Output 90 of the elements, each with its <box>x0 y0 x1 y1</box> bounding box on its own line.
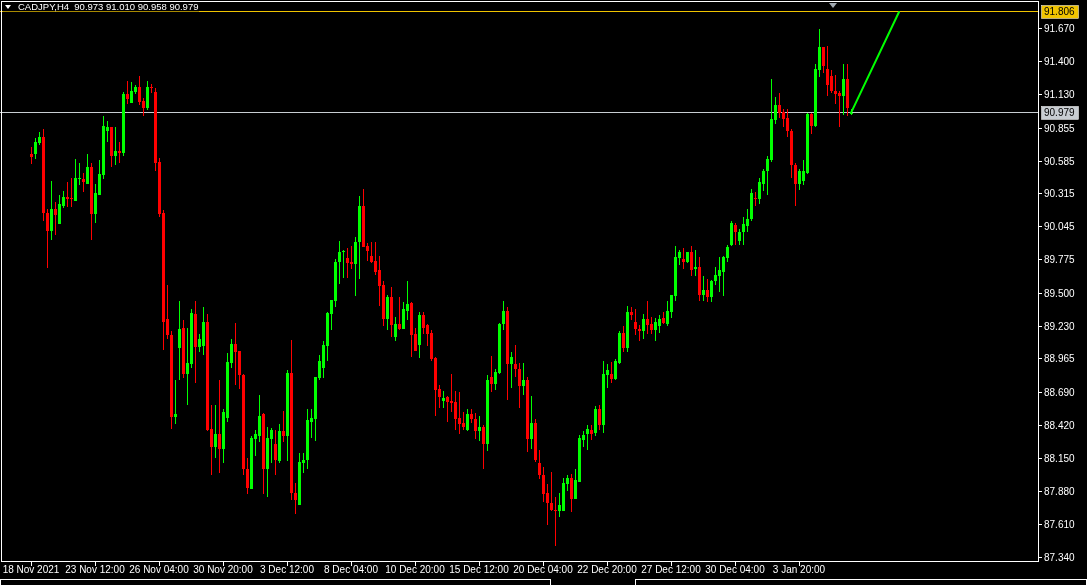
x-tick-label: 3 Dec 12:00 <box>260 564 315 575</box>
candlestick <box>729 220 733 247</box>
candlestick <box>49 180 53 241</box>
y-tick-label: 89.500 <box>1044 288 1076 299</box>
x-tick-label: 26 Nov 04:00 <box>129 564 190 575</box>
candlestick <box>73 158 77 202</box>
candlestick <box>517 362 521 409</box>
candlestick <box>649 316 653 335</box>
y-tick-label: 88.420 <box>1044 419 1076 431</box>
y-tick-label: 90.855 <box>1044 122 1076 134</box>
candlestick <box>481 424 485 470</box>
y-tick-label: 88.690 <box>1044 386 1076 398</box>
candlestick <box>645 300 649 335</box>
candlestick <box>233 322 237 386</box>
candlestick <box>173 379 177 425</box>
candlestick <box>705 278 709 303</box>
candlestick <box>29 146 33 165</box>
x-tick-label: 30 Nov 20:00 <box>193 564 254 575</box>
candlestick <box>145 80 149 111</box>
y-tick-label: 87.340 <box>1044 551 1076 563</box>
candlestick <box>281 410 285 443</box>
x-tick-label: 10 Dec 20:00 <box>385 564 446 575</box>
x-tick-label: 18 Nov 2021 <box>2 564 60 575</box>
candlestick <box>585 424 589 451</box>
candlestick <box>661 311 665 325</box>
x-tick-label: 22 Dec 20:00 <box>577 564 638 575</box>
candlestick <box>569 473 573 513</box>
candlestick <box>125 80 129 105</box>
x-tick-label: 3 Jan 20:00 <box>772 564 826 575</box>
candlestick <box>657 314 661 334</box>
candlestick <box>273 429 277 476</box>
candlestick <box>701 275 705 302</box>
candlestick <box>593 405 597 437</box>
ref-line-label: 90.979 <box>1044 107 1076 119</box>
y-tick-label: 89.775 <box>1044 254 1076 266</box>
candlestick <box>345 247 349 279</box>
candlestick <box>589 424 593 441</box>
x-tick-label: 30 Dec 04:00 <box>705 564 766 575</box>
y-tick-label: 87.880 <box>1044 485 1076 497</box>
candlestick <box>521 362 525 396</box>
chart-title: CADJPY,H4 90.973 91.010 90.958 90.979 <box>18 0 199 12</box>
y-tick-label: 90.315 <box>1044 188 1076 200</box>
candlestick <box>213 404 217 459</box>
candlestick <box>733 222 737 246</box>
candlestick <box>85 153 89 185</box>
candlestick <box>53 201 57 236</box>
candlestick <box>441 390 445 409</box>
candlestick <box>397 296 401 331</box>
candlestick <box>465 408 469 432</box>
candlestick <box>257 394 261 443</box>
candlestick <box>529 395 533 450</box>
candlestick <box>689 245 693 277</box>
y-tick-label: 90.585 <box>1044 155 1076 167</box>
y-tick-label: 88.965 <box>1044 353 1076 365</box>
candlestick <box>489 355 493 393</box>
x-tick-label: 20 Dec 04:00 <box>513 564 574 575</box>
x-tick-label: 23 Nov 12:00 <box>65 564 126 575</box>
y-tick-label: 91.670 <box>1044 23 1076 35</box>
y-tick-label: 91.130 <box>1044 89 1076 100</box>
candlestick <box>217 379 221 474</box>
candlestick <box>461 411 465 431</box>
candlestick <box>641 313 645 340</box>
x-tick-label: 27 Dec 12:00 <box>641 564 702 575</box>
candlestick <box>837 90 841 128</box>
candlestick <box>653 317 657 342</box>
candlestick <box>609 361 613 384</box>
x-tick-label: 8 Dec 04:00 <box>324 564 379 575</box>
candlestick <box>621 325 625 353</box>
candlestick <box>717 256 721 293</box>
candlestick <box>597 404 601 431</box>
y-tick-label: 87.610 <box>1044 518 1076 530</box>
candlestick <box>509 351 513 389</box>
candlestick <box>177 300 181 381</box>
candlestick <box>113 126 117 166</box>
y-tick-label: 88.150 <box>1044 452 1076 464</box>
ref-line-label: 91.806 <box>1044 6 1076 18</box>
candlestick <box>809 112 813 135</box>
y-tick-label: 91.400 <box>1044 56 1076 68</box>
candlestick <box>457 391 461 435</box>
x-tick-label: 15 Dec 12:00 <box>449 564 510 575</box>
candlestick <box>57 194 61 225</box>
candlestick <box>453 390 457 431</box>
candlestick <box>841 63 845 116</box>
candlestick <box>393 316 397 342</box>
y-tick-label: 89.230 <box>1044 320 1076 332</box>
candlestick <box>385 294 389 331</box>
candlestick <box>825 45 829 97</box>
y-tick-label: 90.045 <box>1044 221 1076 233</box>
candlestick <box>681 247 685 270</box>
candlestick <box>473 412 477 440</box>
